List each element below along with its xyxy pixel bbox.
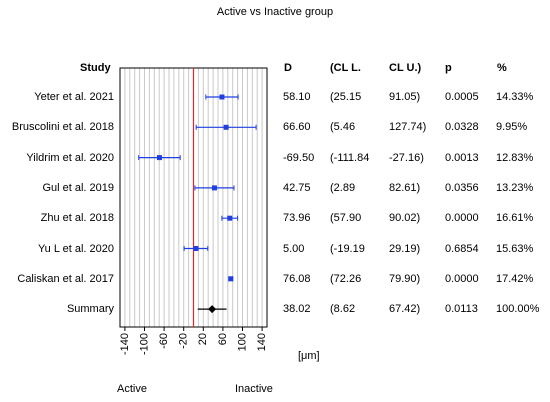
header-study: Study — [80, 62, 111, 74]
x-tick-label: -100 — [138, 333, 150, 355]
summary-diamond — [208, 305, 217, 314]
cl-lower-value: (25.15 — [330, 91, 362, 103]
point-estimate — [193, 246, 199, 251]
d-value: 38.02 — [283, 303, 311, 316]
point-estimate — [227, 215, 233, 221]
study-label: Bruscolini et al. 2018 — [11, 121, 114, 134]
x-tick-label: 100 — [236, 333, 248, 351]
x-tick-label: 20 — [197, 333, 209, 345]
study-label: Gul et al. 2019 — [42, 181, 114, 194]
d-value: 73.96 — [283, 212, 311, 225]
header-cl-lower: (CL L. — [330, 62, 361, 74]
d-value: 42.75 — [283, 181, 311, 194]
x-tick-label: -60 — [158, 333, 170, 349]
d-value: 58.10 — [283, 91, 311, 103]
p-value: 0.0005 — [445, 91, 479, 103]
cl-lower-value: (5.46 — [330, 121, 356, 134]
cl-lower-value: (8.62 — [330, 303, 356, 316]
weight-percent: 12.83% — [496, 151, 534, 164]
p-value: 0.0113 — [445, 303, 478, 316]
x-tick-label: -140 — [119, 333, 131, 355]
weight-percent: 16.61% — [496, 212, 534, 225]
d-value: 66.60 — [283, 121, 311, 134]
x-axis-unit: [μm] — [298, 350, 320, 362]
cl-upper-value: 29.19) — [389, 242, 421, 255]
weight-percent: 14.33% — [496, 91, 534, 103]
chart-title: Active vs Inactive group — [216, 6, 334, 18]
weight-percent: 17.42% — [496, 272, 534, 285]
p-value: 0.0000 — [445, 212, 479, 225]
study-label: Yeter et al. 2021 — [34, 91, 114, 103]
x-tick-label: 60 — [217, 333, 229, 345]
study-label: Caliskan et al. 2017 — [17, 272, 114, 285]
weight-percent: 15.63% — [496, 242, 534, 255]
weight-percent: 100.00% — [496, 303, 540, 316]
d-value: -69.50 — [283, 151, 315, 164]
d-value: 76.08 — [283, 272, 311, 285]
study-label: Yu L et al. 2020 — [37, 242, 114, 255]
study-label: Zhu et al. 2018 — [40, 212, 114, 225]
point-estimate — [219, 94, 225, 100]
cl-upper-value: 79.90) — [389, 272, 421, 285]
p-value: 0.0013 — [445, 151, 479, 164]
point-estimate — [228, 276, 234, 282]
cl-upper-value: 127.74) — [389, 121, 427, 134]
cl-upper-value: 91.05) — [389, 91, 421, 103]
cl-lower-value: (-111.84 — [330, 151, 370, 164]
p-value: 0.0328 — [445, 121, 479, 134]
study-label: Summary — [66, 303, 114, 316]
footer-active-label: Active — [117, 383, 147, 395]
point-estimate — [211, 185, 217, 191]
study-label: Yildrim et al. 2020 — [26, 151, 114, 164]
x-tick-label: 140 — [256, 333, 268, 351]
weight-percent: 13.23% — [496, 181, 534, 194]
header-p: p — [445, 62, 452, 74]
cl-lower-value: (2.89 — [330, 181, 356, 194]
cl-upper-value: 90.02) — [389, 212, 421, 225]
cl-upper-value: 82.61) — [389, 181, 421, 194]
p-value: 0.6854 — [445, 242, 479, 255]
cl-lower-value: (-19.19 — [330, 242, 365, 255]
weight-percent: 9.95% — [496, 121, 528, 134]
cl-lower-value: (57.90 — [330, 212, 362, 225]
p-value: 0.0356 — [445, 181, 479, 194]
cl-upper-value: 67.42) — [389, 303, 421, 316]
x-tick-label: -20 — [178, 333, 190, 349]
header-percent: % — [497, 62, 507, 74]
point-estimate — [156, 155, 162, 161]
header-cl-upper: CL U.) — [389, 62, 422, 74]
header-d: D — [284, 62, 292, 74]
d-value: 5.00 — [283, 242, 305, 255]
point-estimate — [223, 124, 229, 130]
cl-lower-value: (72.26 — [330, 272, 362, 285]
footer-inactive-label: Inactive — [235, 383, 273, 395]
cl-upper-value: -27.16) — [389, 151, 424, 164]
p-value: 0.0000 — [445, 272, 479, 285]
